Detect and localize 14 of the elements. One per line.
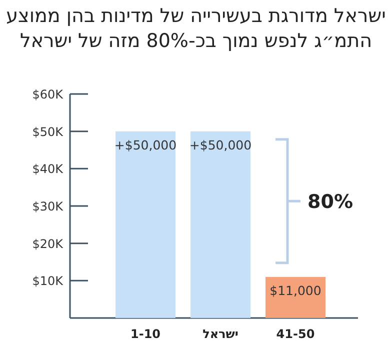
x-tick-label: 1-10 bbox=[130, 327, 161, 341]
x-tick-label: ישראל bbox=[202, 327, 238, 341]
chart-title: ישראל מדורגת בעשירייה של מדינות בהן ממוצע התמ״ג לנפש נמוך בכ-80% מזה של ישראל bbox=[5, 4, 387, 54]
y-tick-label: $10K bbox=[32, 274, 64, 288]
y-tick-label: $20K bbox=[32, 236, 64, 251]
data-label: +$50,000 bbox=[189, 137, 252, 152]
y-tick-label: $60K bbox=[32, 88, 64, 102]
y-tick-label: $30K bbox=[32, 200, 64, 214]
y-tick-label: $50K bbox=[32, 124, 64, 139]
x-tick-label: 41-50 bbox=[276, 327, 315, 341]
data-label: $11,000 bbox=[270, 282, 322, 298]
data-label: +$50,000 bbox=[114, 137, 177, 152]
annotation: 80% bbox=[308, 191, 353, 214]
y-tick-label: $40K bbox=[32, 162, 64, 176]
